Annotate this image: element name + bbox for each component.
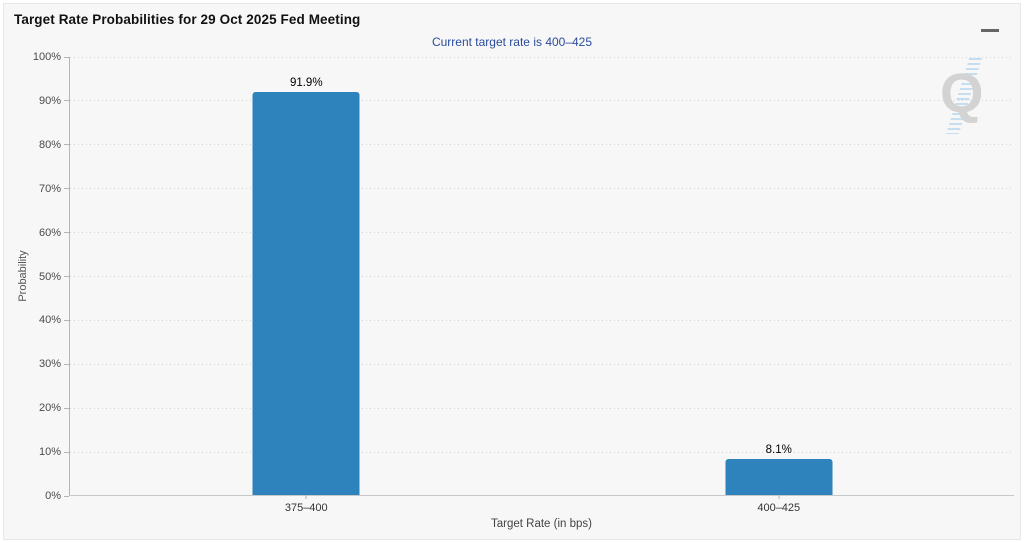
probability-bar[interactable] bbox=[725, 459, 833, 495]
y-axis-tick bbox=[64, 407, 69, 409]
x-axis-category-label: 400–425 bbox=[757, 502, 801, 514]
y-axis-title: Probability bbox=[17, 250, 29, 302]
y-axis-tick bbox=[64, 56, 69, 58]
y-axis-tick bbox=[64, 495, 69, 497]
x-axis-tick bbox=[305, 495, 307, 499]
y-axis-tick-label: 70% bbox=[38, 182, 61, 195]
fedwatch-chart-panel: Target Rate Probabilities for 29 Oct 202… bbox=[3, 3, 1021, 540]
y-axis-tick bbox=[64, 363, 69, 365]
y-axis-tick-label: 100% bbox=[32, 51, 61, 63]
y-axis-tick-label: 20% bbox=[38, 402, 61, 415]
y-axis-tick-label: 80% bbox=[38, 138, 61, 151]
chart-title: Target Rate Probabilities for 29 Oct 202… bbox=[14, 12, 361, 27]
y-axis-tick-label: 40% bbox=[38, 314, 61, 327]
gridline bbox=[70, 144, 1014, 146]
x-axis-title: Target Rate (in bps) bbox=[491, 518, 592, 530]
plot-area: 0% 10% 20% 30% 40% 50% 60% 70% 80% 90% 100% 91.9% 37… bbox=[33, 51, 1014, 514]
bar-value-label: 8.1% bbox=[765, 444, 792, 457]
y-axis-tick bbox=[64, 188, 69, 190]
y-axis-tick bbox=[64, 451, 69, 453]
x-axis-tick bbox=[778, 495, 780, 499]
y-axis-tick-label: 0% bbox=[45, 490, 61, 502]
gridline bbox=[70, 319, 1014, 321]
y-axis-tick bbox=[64, 144, 69, 146]
gridline bbox=[70, 276, 1014, 277]
bar-value-label: 91.9% bbox=[289, 76, 323, 89]
gridline bbox=[70, 100, 1014, 102]
gridline bbox=[70, 407, 1014, 409]
y-axis-tick bbox=[64, 232, 69, 234]
y-axis-tick-label: 10% bbox=[38, 446, 61, 459]
y-axis-tick bbox=[64, 319, 69, 321]
y-axis-tick-label: 60% bbox=[38, 226, 61, 239]
gridline bbox=[70, 363, 1014, 365]
gridline bbox=[70, 232, 1014, 234]
y-axis-tick-label: 50% bbox=[38, 270, 61, 283]
y-axis-tick bbox=[64, 100, 69, 102]
x-axis-category-label: 375–400 bbox=[284, 502, 328, 514]
y-axis-tick bbox=[64, 276, 69, 277]
hamburger-menu-icon[interactable] bbox=[981, 13, 1010, 32]
probability-bar[interactable] bbox=[252, 91, 360, 495]
y-axis-tick-label: 90% bbox=[38, 94, 61, 107]
gridline bbox=[70, 188, 1014, 190]
gridline bbox=[70, 56, 1014, 58]
hamburger-bar bbox=[981, 29, 999, 32]
gridline bbox=[70, 451, 1014, 453]
chart-subtitle: Current target rate is 400–425 bbox=[431, 35, 593, 49]
y-axis-tick-label: 30% bbox=[38, 358, 61, 371]
